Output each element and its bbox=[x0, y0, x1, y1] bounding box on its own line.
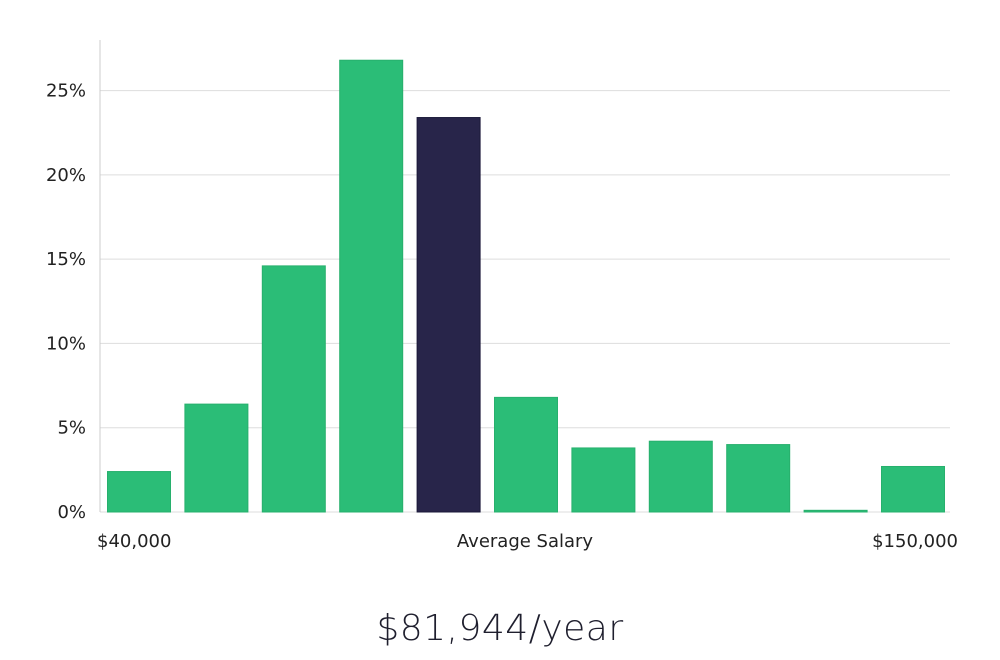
y-axis-tick-labels: 0% 5% 10% 15% 20% 25% bbox=[46, 81, 86, 523]
bar bbox=[881, 465, 945, 513]
x-label-left: $40,000 bbox=[97, 531, 171, 552]
bar bbox=[107, 471, 171, 513]
bar bbox=[803, 509, 868, 513]
y-tick-label: 15% bbox=[46, 249, 86, 270]
y-tick-label: 25% bbox=[46, 81, 86, 102]
x-axis-labels: $40,000 Average Salary $150,000 bbox=[97, 531, 958, 552]
bar bbox=[339, 59, 404, 513]
bar bbox=[726, 444, 791, 513]
x-label-center: Average Salary bbox=[457, 531, 594, 552]
bars bbox=[107, 59, 945, 513]
bar bbox=[494, 396, 558, 513]
bar bbox=[648, 440, 713, 513]
bar-average-salary bbox=[416, 117, 481, 513]
salary-histogram: 0% 5% 10% 15% 20% 25% $40,000 Average Salary … bbox=[46, 40, 958, 552]
x-label-right: $150,000 bbox=[872, 531, 958, 552]
y-tick-label: 5% bbox=[57, 418, 86, 439]
y-tick-label: 0% bbox=[57, 502, 86, 523]
bar bbox=[261, 265, 326, 513]
y-tick-label: 20% bbox=[46, 165, 86, 186]
bar bbox=[184, 403, 249, 513]
y-tick-label: 10% bbox=[46, 333, 86, 354]
bar bbox=[571, 447, 636, 513]
average-salary-value: $81,944/year bbox=[376, 608, 624, 649]
